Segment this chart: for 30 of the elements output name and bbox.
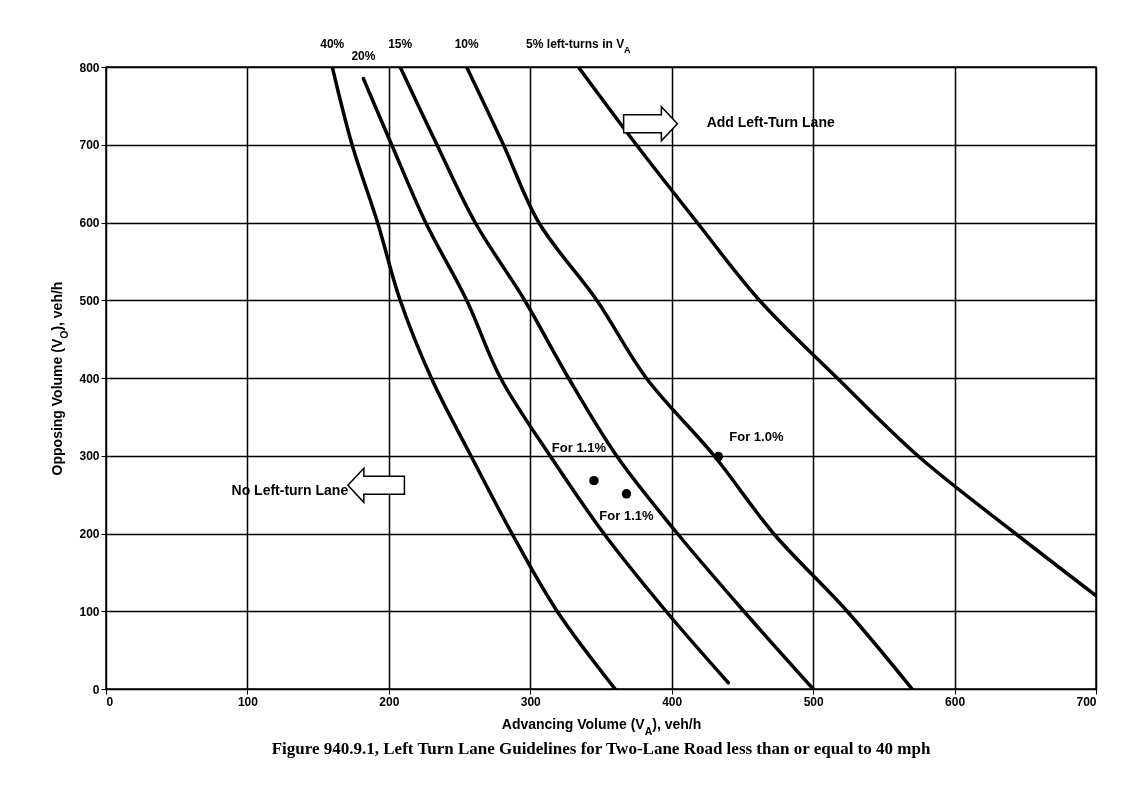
x-tick-label: 500 [803,694,824,709]
y-tick-label: 800 [79,60,100,75]
annotation: For 1.0% [729,428,784,444]
x-tick-label: 0 [106,694,114,709]
x-tick-label: 100 [237,694,259,709]
y-tick-label: 600 [79,216,100,230]
x-tick-label: 300 [520,694,542,709]
series-label: 5% left-turns in V$_{A}$ [526,37,632,55]
series-label: 15% [388,37,413,51]
annotation: For 1.1% [551,439,607,455]
y-tick-label: 100 [79,604,100,619]
x-axis-title: Advancing Volume (V$_{A}$), veh/h [501,715,702,737]
point [589,475,599,486]
x-tick-label: 400 [662,694,683,709]
x-tick-label: 700 [1076,694,1097,709]
x-tick-label: 200 [379,694,400,709]
point [621,489,632,499]
y-tick-label: 200 [79,527,100,541]
series-label: 10% [454,37,479,51]
y-tick-label: 700 [79,138,100,153]
y-tick-label: 300 [79,449,100,464]
point [713,451,724,462]
text: Figure 940.9.1, Left Turn Lane Guidelines for Two-Lane Road less than or equal to 40 mph [271,739,931,758]
y-tick-label: 0 [92,682,100,697]
annotation: For 1.1% [599,507,654,523]
y-tick-label: 400 [79,371,100,386]
series-label: 20% [351,48,376,63]
x-tick-label: 600 [945,694,966,709]
series-label: 40% [320,37,345,51]
y-tick-label: 500 [79,293,100,308]
